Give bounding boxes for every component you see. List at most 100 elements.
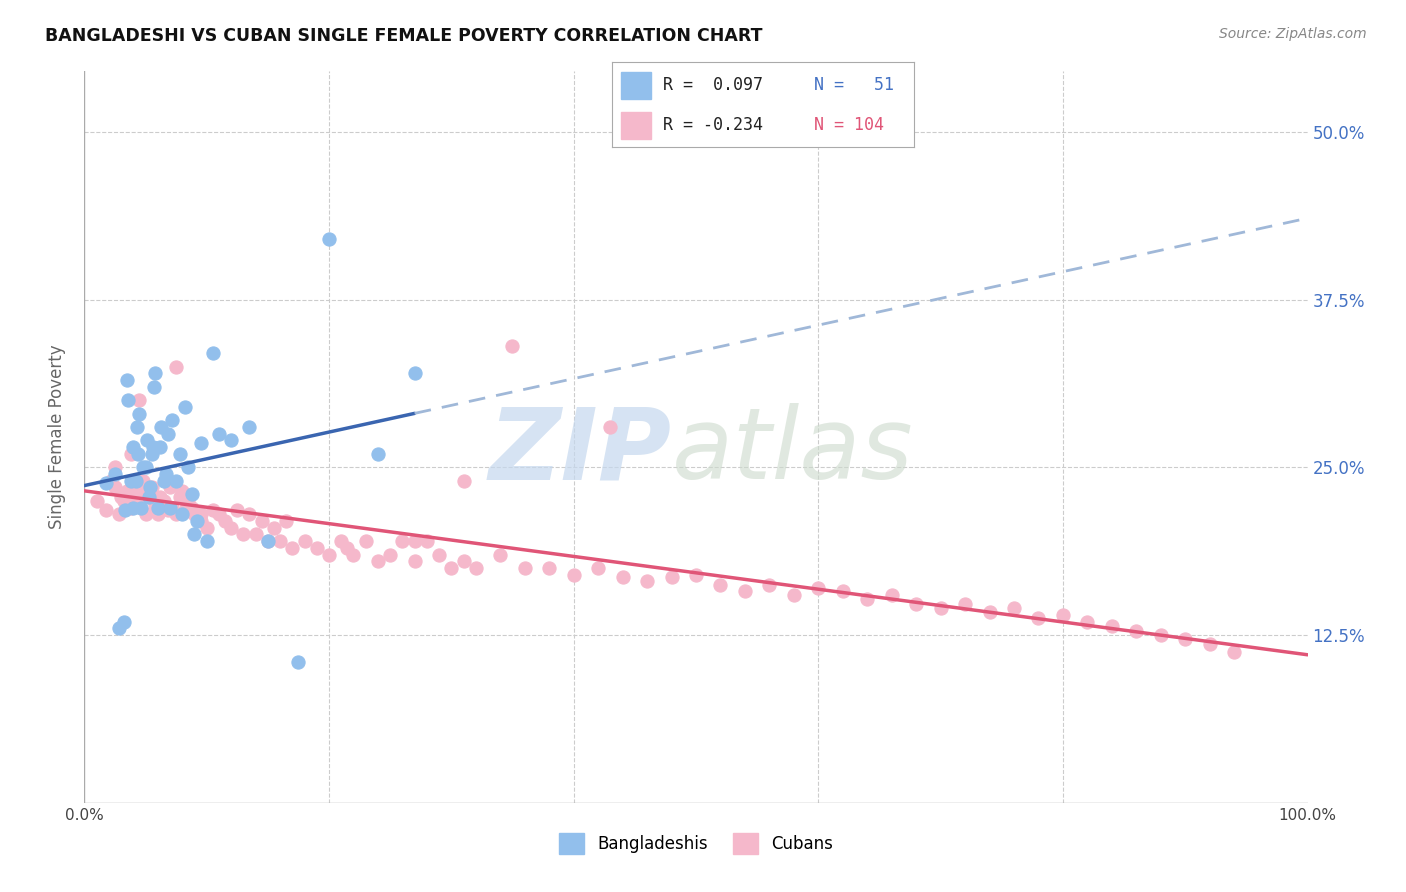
Point [929,601,952,615]
Point [181,500,204,515]
Point [156,426,179,441]
Point [464,561,486,575]
Point [734,583,756,598]
Point [156,503,179,517]
Point [100,474,122,488]
Point [135,434,157,448]
Point [162,500,184,515]
Point [135,508,157,522]
Point [807,581,830,595]
Point [165,359,187,374]
Point [685,567,707,582]
Point [214,514,236,528]
Point [612,570,634,584]
Point [342,548,364,562]
Point [336,541,359,555]
Point [183,508,205,522]
Point [112,615,135,629]
Point [1198,637,1220,651]
Point [169,490,191,504]
Point [453,554,475,568]
Point [122,500,145,515]
Point [153,474,176,488]
Point [287,655,309,669]
Point [172,484,194,499]
Point [232,527,254,541]
Point [150,420,173,434]
Point [155,467,177,481]
Text: BANGLADESHI VS CUBAN SINGLE FEMALE POVERTY CORRELATION CHART: BANGLADESHI VS CUBAN SINGLE FEMALE POVER… [45,27,762,45]
Point [104,480,127,494]
Point [129,500,152,515]
Point [195,534,218,549]
Point [562,567,585,582]
Y-axis label: Single Female Poverty: Single Female Poverty [48,345,66,529]
Point [305,541,328,555]
Point [831,583,853,598]
Point [219,434,242,448]
Point [953,597,976,611]
Point [135,460,157,475]
Point [238,420,260,434]
Point [1223,645,1246,659]
Bar [620,112,651,139]
Point [245,527,267,541]
Text: atlas: atlas [672,403,912,500]
Point [318,548,340,562]
Point [172,508,194,522]
Text: R =  0.097: R = 0.097 [664,77,763,95]
Point [177,460,200,475]
Point [128,407,150,421]
Point [758,578,780,592]
Point [173,503,195,517]
Point [391,534,413,549]
Point [276,514,298,528]
Text: Source: ZipAtlas.com: Source: ZipAtlas.com [1219,27,1367,41]
Point [190,514,212,528]
Point [263,521,285,535]
Point [159,500,181,515]
Point [127,447,149,461]
Point [538,561,561,575]
Point [250,514,273,528]
Text: N = 104: N = 104 [814,116,884,134]
Point [257,534,280,549]
Point [201,503,224,517]
Point [599,420,621,434]
Point [330,534,353,549]
Point [453,474,475,488]
Point [115,484,138,499]
Point [122,440,145,454]
Point [269,534,291,549]
Point [238,508,260,522]
Point [783,588,806,602]
Point [195,521,218,535]
Point [115,373,138,387]
Point [1101,618,1123,632]
Point [146,500,169,515]
Point [905,597,928,611]
Point [173,400,195,414]
Point [165,474,187,488]
Point [86,493,108,508]
Point [112,493,135,508]
Point [1150,628,1173,642]
Point [586,561,609,575]
Point [107,621,129,635]
Point [404,367,426,381]
Point [104,460,127,475]
Point [146,508,169,522]
Point [136,490,159,504]
Point [1125,624,1147,638]
Point [281,541,304,555]
Point [208,426,231,441]
Point [120,474,142,488]
Point [257,534,280,549]
Text: R = -0.234: R = -0.234 [664,116,763,134]
Point [143,498,166,512]
Point [636,574,658,589]
Point [117,393,139,408]
Point [208,508,231,522]
Point [104,467,127,481]
Point [1028,610,1050,624]
